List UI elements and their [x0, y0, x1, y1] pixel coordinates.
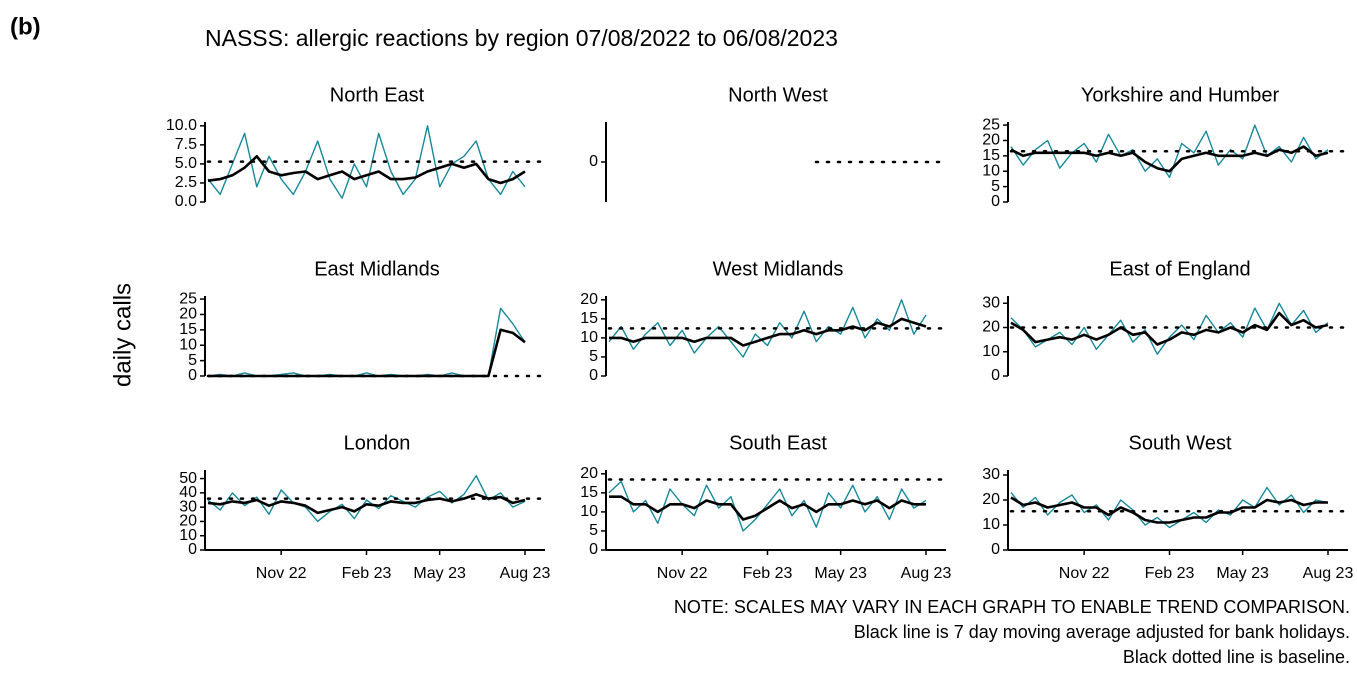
y-tick-label: 0	[589, 153, 598, 170]
y-tick-label: 20	[179, 513, 197, 530]
moving-average-line	[207, 155, 526, 185]
y-tick-label: 7.5	[175, 136, 197, 153]
y-tick-label: 25	[179, 290, 197, 307]
x-tick-label: Aug 23	[1303, 565, 1354, 582]
y-tick-label: 15	[982, 147, 1000, 164]
daily-line	[1010, 124, 1329, 179]
panel-title: South West	[1128, 432, 1231, 454]
y-tick-label: 30	[982, 294, 1000, 311]
panel-title: South East	[729, 432, 827, 454]
y-tick-label: 20	[580, 291, 598, 308]
moving-average-line	[609, 495, 926, 521]
y-tick-label: 40	[179, 484, 197, 501]
y-tick-label: 10	[580, 503, 598, 520]
daily-line	[207, 475, 526, 523]
x-tick-label: May 23	[1216, 565, 1269, 582]
y-tick-label: 30	[179, 498, 197, 515]
y-tick-label: 0	[589, 541, 598, 558]
y-tick-label: 0.0	[175, 193, 197, 210]
panel-title: West Midlands	[713, 258, 844, 280]
y-tick-label: 10	[179, 336, 197, 353]
note: NOTE: SCALES MAY VARY IN EACH GRAPH TO E…	[674, 597, 1350, 617]
y-tick-label: 0	[991, 367, 1000, 384]
y-tick-label: 20	[179, 306, 197, 323]
moving-average-line	[609, 317, 927, 347]
y-tick-label: 20	[982, 319, 1000, 336]
y-tick-label: 10.0	[166, 117, 197, 134]
y-tick-label: 20	[982, 491, 1000, 508]
y-axis-label: daily calls	[109, 283, 136, 387]
chart-title: NASSS: allergic reactions by region 07/0…	[205, 25, 838, 51]
y-tick-label: 15	[580, 484, 598, 501]
x-tick-label: May 23	[814, 565, 867, 582]
y-tick-label: 5	[589, 348, 598, 365]
y-tick-label: 10	[580, 329, 598, 346]
note: Black line is 7 day moving average adjus…	[854, 622, 1350, 642]
panel-title: North West	[728, 84, 828, 106]
daily-line	[1010, 302, 1329, 355]
y-tick-label: 5	[188, 352, 197, 369]
moving-average-line	[207, 493, 526, 515]
y-tick-label: 10	[982, 516, 1000, 533]
panel-title: Yorkshire and Humber	[1081, 84, 1280, 106]
y-tick-label: 50	[179, 470, 197, 487]
y-tick-label: 15	[179, 321, 197, 338]
y-tick-label: 30	[982, 466, 1000, 483]
panel-title: East Midlands	[314, 258, 440, 280]
daily-line	[608, 480, 927, 532]
x-tick-label: Nov 22	[1059, 565, 1110, 582]
x-tick-label: Aug 23	[901, 565, 952, 582]
x-tick-label: Nov 22	[256, 565, 307, 582]
y-tick-label: 5.0	[175, 155, 197, 172]
x-tick-label: May 23	[413, 565, 466, 582]
panel-title: East of England	[1109, 258, 1250, 280]
y-tick-label: 0	[188, 541, 197, 558]
daily-line	[207, 307, 526, 377]
y-tick-label: 5	[589, 522, 598, 539]
panel-title: North East	[330, 84, 425, 106]
x-tick-label: Aug 23	[500, 565, 551, 582]
y-tick-label: 0	[188, 367, 197, 384]
x-tick-label: Nov 22	[657, 565, 708, 582]
y-tick-label: 0	[991, 541, 1000, 558]
moving-average-line	[1010, 496, 1328, 524]
moving-average-line	[208, 328, 526, 378]
y-tick-label: 20	[580, 465, 598, 482]
panel-label: (b)	[10, 13, 41, 40]
moving-average-line	[1010, 311, 1329, 346]
x-tick-label: Feb 23	[342, 565, 392, 582]
y-tick-label: 2.5	[175, 174, 197, 191]
y-tick-label: 0	[589, 367, 598, 384]
y-tick-label: 15	[580, 310, 598, 327]
x-tick-label: Feb 23	[743, 565, 793, 582]
x-tick-label: Feb 23	[1145, 565, 1195, 582]
y-tick-label: 10	[982, 343, 1000, 360]
daily-line	[1010, 486, 1329, 529]
moving-average-line	[1010, 145, 1329, 173]
daily-line	[608, 299, 927, 358]
panel-title: London	[344, 432, 411, 454]
daily-line	[207, 125, 526, 199]
y-tick-label: 10	[179, 527, 197, 544]
y-tick-label: 25	[982, 116, 1000, 133]
y-tick-label: 5	[991, 178, 1000, 195]
y-tick-label: 20	[982, 132, 1000, 149]
y-tick-label: 10	[982, 162, 1000, 179]
note: Black dotted line is baseline.	[1123, 647, 1350, 667]
y-tick-label: 0	[991, 193, 1000, 210]
